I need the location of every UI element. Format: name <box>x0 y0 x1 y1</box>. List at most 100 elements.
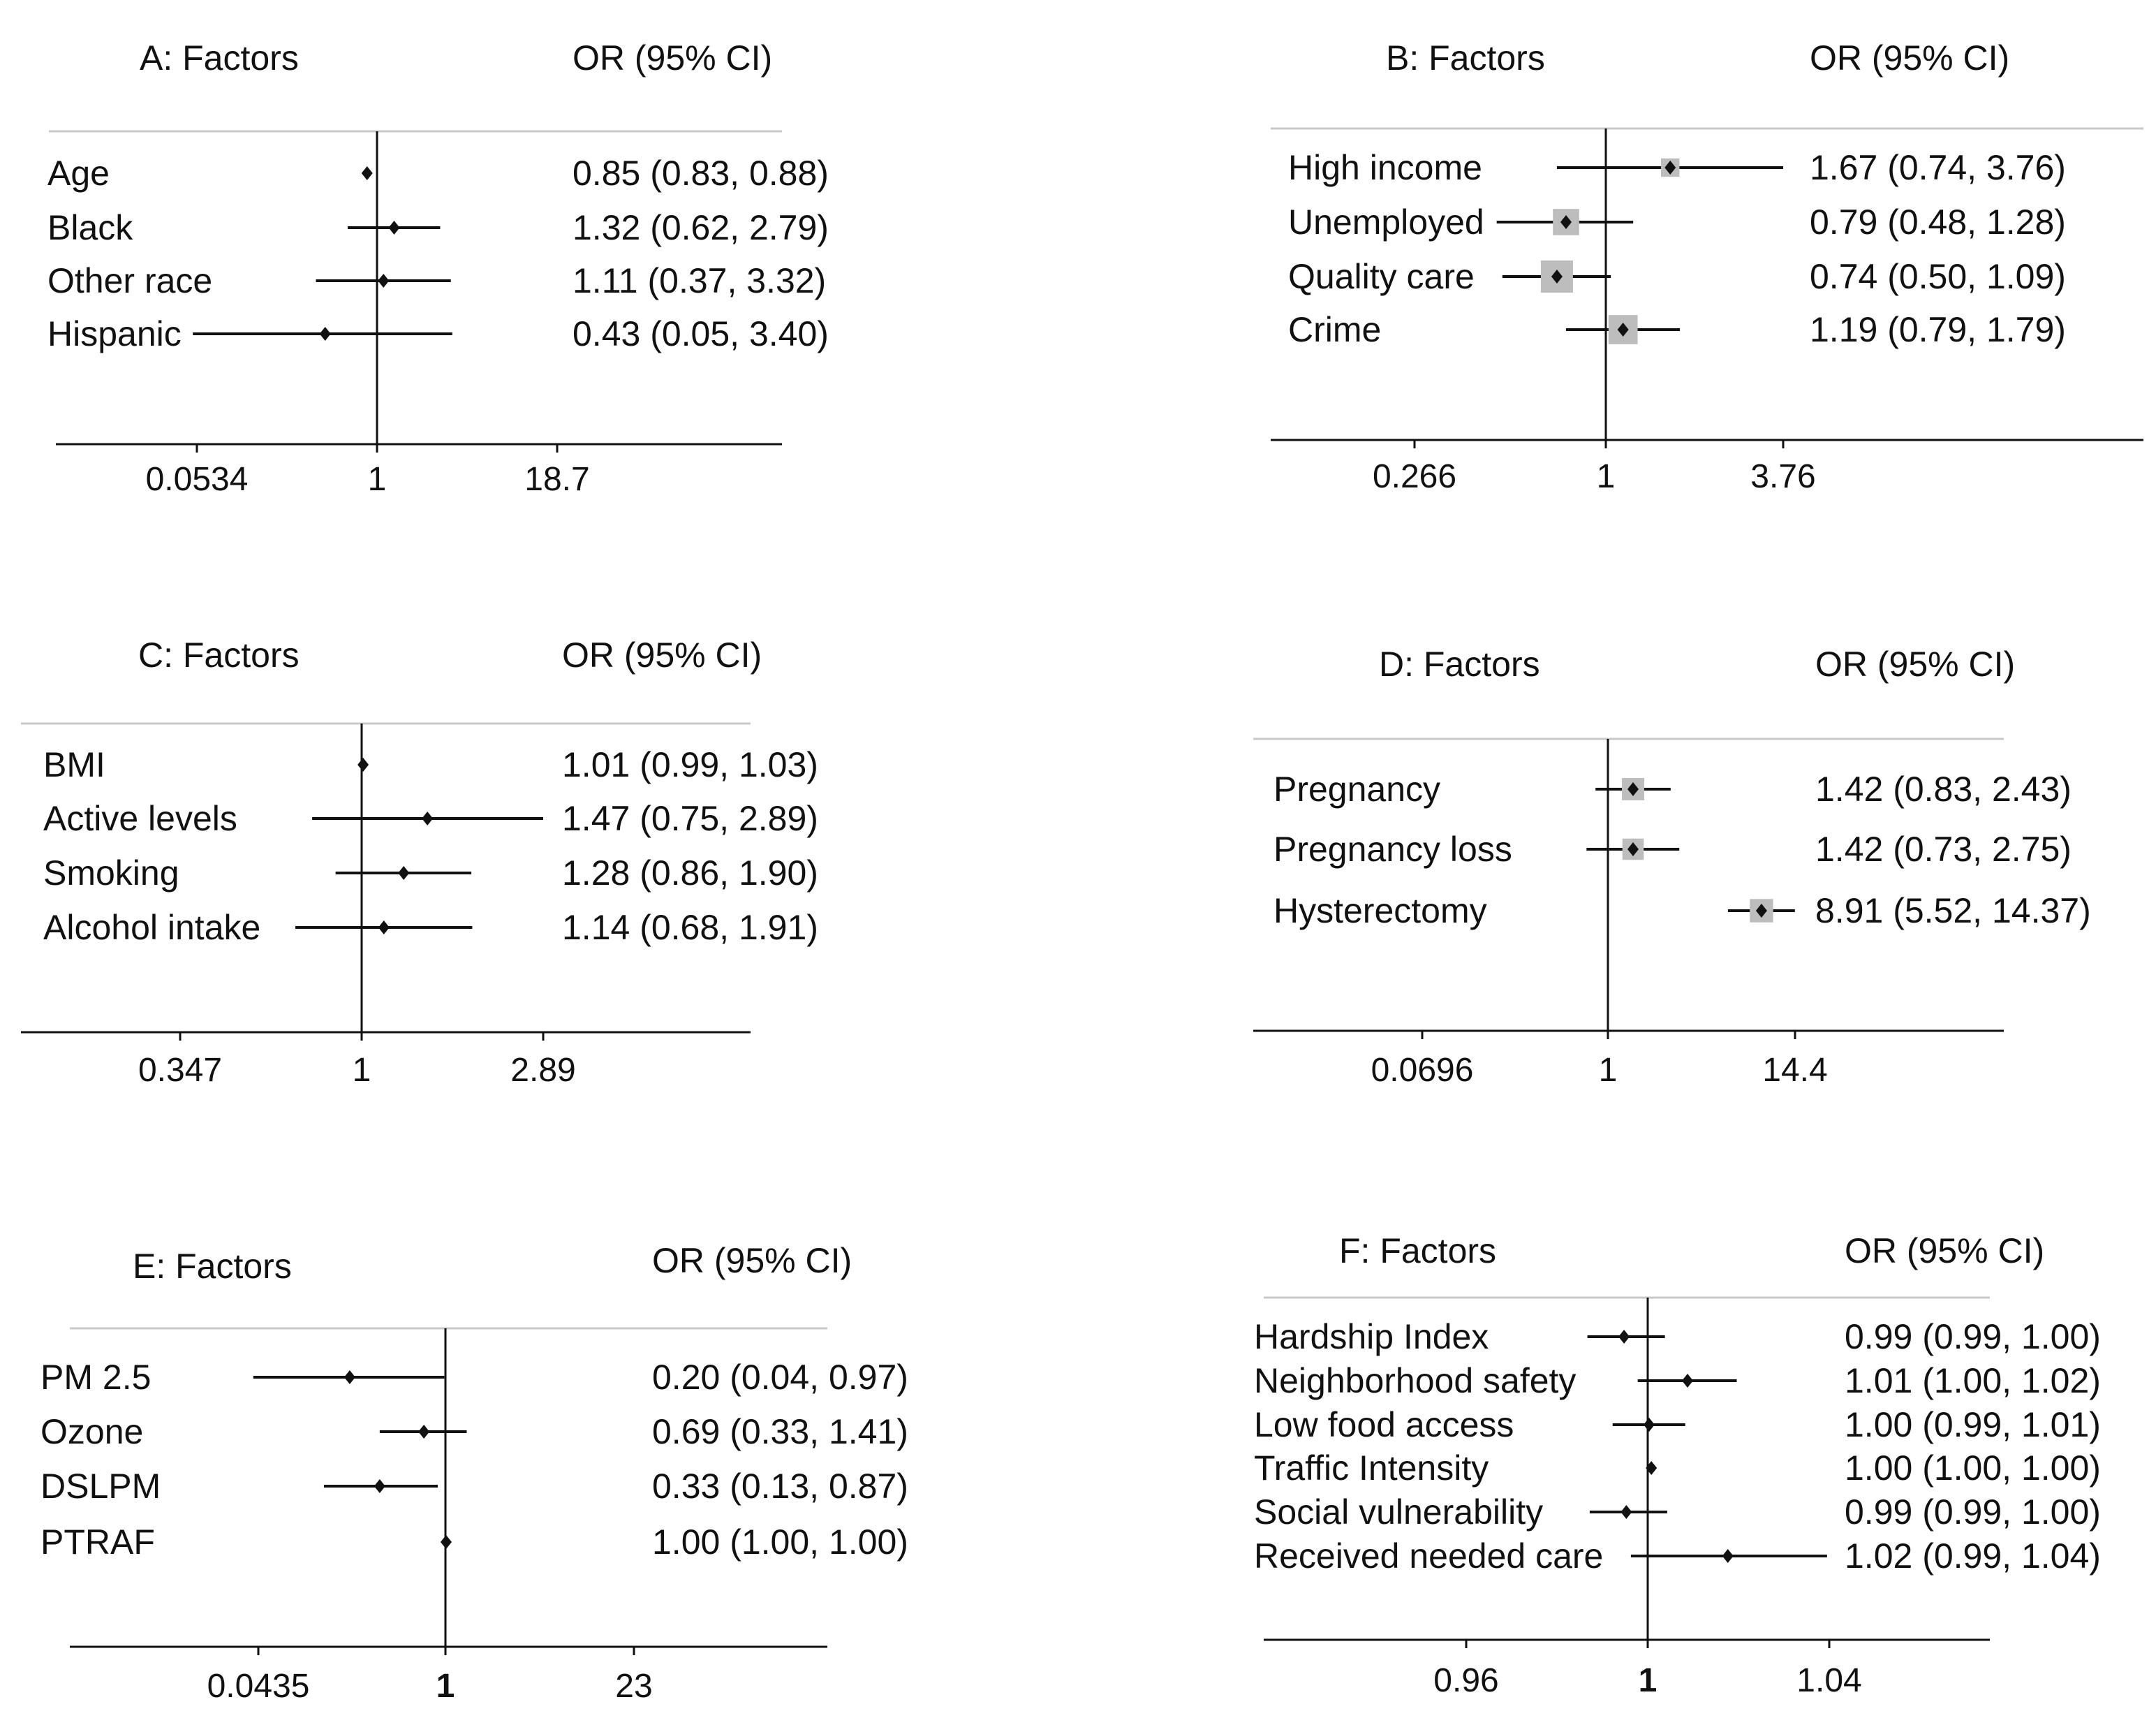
panel-e-row-value: 1.00 (1.00, 1.00) <box>652 1522 908 1562</box>
panel-a-tick-label: 0.0534 <box>146 461 249 498</box>
panel-f-row-value: 1.00 (1.00, 1.00) <box>1845 1448 2101 1488</box>
panel-b-row-label: Quality care <box>1288 257 1475 296</box>
panel-b-tick-label: 1 <box>1597 458 1616 495</box>
panel-d-row-label: Pregnancy loss <box>1273 830 1512 869</box>
panel-a-row-label: Black <box>47 208 133 247</box>
panel-b-tick-label: 0.266 <box>1373 458 1456 495</box>
panel-f-point-estimate <box>1681 1374 1693 1388</box>
panel-f-column-header: OR (95% CI) <box>1845 1231 2044 1270</box>
panel-c-row-label: Alcohol intake <box>43 908 260 947</box>
panel-c-row-value: 1.28 (0.86, 1.90) <box>562 853 818 893</box>
panel-c-column-header: OR (95% CI) <box>562 636 762 675</box>
panel-c-row-value: 1.01 (0.99, 1.03) <box>562 745 818 784</box>
panel-c-row-label: Active levels <box>43 799 237 838</box>
panel-d-point-estimate <box>1627 842 1639 856</box>
panel-c-row-value: 1.47 (0.75, 2.89) <box>562 799 818 838</box>
panel-a-point-estimate <box>361 166 373 180</box>
panel-d-row-value: 1.42 (0.83, 2.43) <box>1815 770 2072 809</box>
panel-a-row-label: Hispanic <box>47 314 182 353</box>
panel-e-point-estimate <box>418 1425 430 1439</box>
panel-e-row-label: PTRAF <box>40 1522 155 1562</box>
panel-c-point-estimate <box>422 812 434 825</box>
panel-a-row-value: 1.32 (0.62, 2.79) <box>573 208 829 247</box>
panel-a-row-value: 0.43 (0.05, 3.40) <box>573 314 829 353</box>
panel-b-column-header: OR (95% CI) <box>1810 38 2009 78</box>
panel-b-row-label: Crime <box>1288 310 1381 349</box>
panel-b-point-estimate <box>1551 270 1563 284</box>
panel-f-tick-label: 1 <box>1639 1662 1657 1699</box>
panel-c-tick-label: 0.347 <box>138 1052 222 1089</box>
panel-c-point-estimate <box>378 920 390 934</box>
panel-c-row-value: 1.14 (0.68, 1.91) <box>562 908 818 947</box>
panel-e-column-header: OR (95% CI) <box>652 1241 852 1280</box>
panel-f-row-value: 1.01 (1.00, 1.02) <box>1845 1361 2101 1400</box>
panel-a-row-value: 0.85 (0.83, 0.88) <box>573 154 829 193</box>
panel-d-column-header: OR (95% CI) <box>1815 645 2015 684</box>
panel-a-title: A: Factors <box>140 38 299 78</box>
panel-a-column-header: OR (95% CI) <box>573 38 772 78</box>
panel-c-point-estimate <box>357 758 369 772</box>
panel-f-tick-label: 1.04 <box>1796 1662 1861 1699</box>
panel-c-row-label: BMI <box>43 745 105 784</box>
panel-c-row-label: Smoking <box>43 853 179 893</box>
panel-e-row-value: 0.69 (0.33, 1.41) <box>652 1412 908 1451</box>
panel-f-row-label: Neighborhood safety <box>1254 1361 1576 1400</box>
panel-f-row-value: 0.99 (0.99, 1.00) <box>1845 1317 2101 1356</box>
panel-f-row-label: Hardship Index <box>1254 1317 1489 1356</box>
panel-c-point-estimate <box>398 866 410 880</box>
panel-e-point-estimate <box>374 1479 385 1493</box>
panel-d-point-estimate <box>1755 904 1767 918</box>
panel-b-row-value: 1.19 (0.79, 1.79) <box>1810 310 2066 349</box>
panel-c-tick-label: 1 <box>353 1052 371 1089</box>
panel-d-row-label: Hysterectomy <box>1273 891 1487 930</box>
panel-d-row-value: 8.91 (5.52, 14.37) <box>1815 891 2091 930</box>
panel-f-point-estimate <box>1722 1549 1734 1563</box>
panel-f-point-estimate <box>1646 1461 1657 1475</box>
panel-e-title: E: Factors <box>133 1247 292 1286</box>
panel-e-row-value: 0.20 (0.04, 0.97) <box>652 1358 908 1397</box>
panel-f-row-value: 0.99 (0.99, 1.00) <box>1845 1492 2101 1532</box>
panel-b-row-label: High income <box>1288 148 1482 187</box>
panel-b-point-estimate <box>1664 161 1676 175</box>
panel-e-point-estimate <box>344 1370 355 1384</box>
panel-f-row-label: Social vulnerability <box>1254 1492 1543 1532</box>
panel-d-tick-label: 14.4 <box>1762 1052 1827 1089</box>
panel-a-point-estimate <box>378 274 390 288</box>
panel-e-row-label: Ozone <box>40 1412 143 1451</box>
panel-f-row-value: 1.00 (0.99, 1.01) <box>1845 1405 2101 1444</box>
panel-d-title: D: Factors <box>1379 645 1540 684</box>
panel-a-row-value: 1.11 (0.37, 3.32) <box>573 261 826 300</box>
panel-b-point-estimate <box>1617 323 1629 337</box>
panel-f-point-estimate <box>1618 1330 1630 1344</box>
panel-f-title: F: Factors <box>1339 1231 1496 1270</box>
panel-e-row-label: DSLPM <box>40 1467 161 1506</box>
panel-f-tick-label: 0.96 <box>1433 1662 1498 1699</box>
panel-d-tick-label: 0.0696 <box>1371 1052 1474 1089</box>
panel-a-point-estimate <box>319 327 331 341</box>
panel-d-row-value: 1.42 (0.73, 2.75) <box>1815 830 2072 869</box>
panel-b-row-label: Unemployed <box>1288 203 1484 242</box>
panel-f-row-label: Low food access <box>1254 1405 1514 1444</box>
panel-b-tick-label: 3.76 <box>1750 458 1815 495</box>
panel-f-row-label: Traffic Intensity <box>1254 1448 1489 1488</box>
panel-f-point-estimate <box>1643 1418 1655 1432</box>
panel-e-tick-label: 0.0435 <box>207 1668 310 1705</box>
panel-d-row-label: Pregnancy <box>1273 770 1440 809</box>
panel-a-tick-label: 18.7 <box>524 461 589 498</box>
panel-a-row-label: Age <box>47 154 110 193</box>
panel-e-row-value: 0.33 (0.13, 0.87) <box>652 1467 908 1506</box>
panel-e-tick-label: 23 <box>615 1668 652 1705</box>
panel-d-tick-label: 1 <box>1599 1052 1618 1089</box>
panel-a-tick-label: 1 <box>368 461 387 498</box>
panel-f-row-label: Received needed care <box>1254 1536 1603 1576</box>
panel-e-point-estimate <box>440 1535 452 1549</box>
panel-b-row-value: 1.67 (0.74, 3.76) <box>1810 148 2066 187</box>
panel-c-tick-label: 2.89 <box>510 1052 575 1089</box>
panel-d-point-estimate <box>1627 782 1639 796</box>
panel-f-row-value: 1.02 (0.99, 1.04) <box>1845 1536 2101 1576</box>
panel-e-row-label: PM 2.5 <box>40 1358 151 1397</box>
panel-b-row-value: 0.79 (0.48, 1.28) <box>1810 203 2066 242</box>
panel-c-title: C: Factors <box>138 636 300 675</box>
panel-b-point-estimate <box>1560 215 1572 229</box>
